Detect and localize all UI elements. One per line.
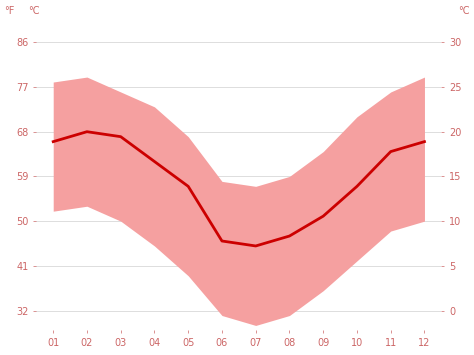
Text: °C: °C xyxy=(458,6,470,16)
Text: °C: °C xyxy=(28,6,40,16)
Text: °F: °F xyxy=(4,6,14,16)
